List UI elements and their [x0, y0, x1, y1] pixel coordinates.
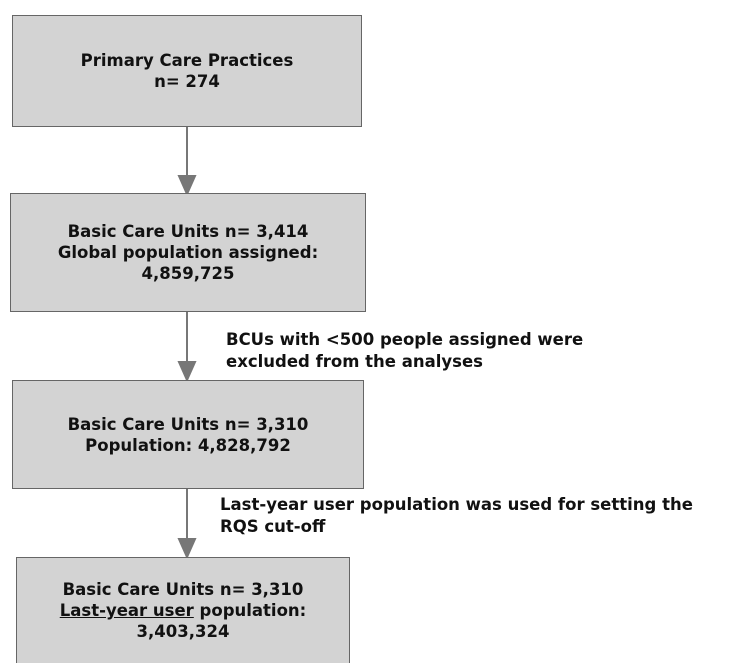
- flow-box: Basic Care Units n= 3,310 Population: 4,…: [12, 380, 364, 489]
- flow-box: Basic Care Units n= 3,310 Last-year user…: [16, 557, 350, 663]
- flow-box: Basic Care Units n= 3,414 Global populat…: [10, 193, 366, 312]
- arrow-head: [177, 361, 197, 383]
- box-line: 3,403,324: [136, 622, 230, 641]
- box-line: Basic Care Units n= 3,310: [62, 580, 304, 599]
- underlined-text: Last-year user: [59, 601, 194, 620]
- note-line: RQS cut-off: [220, 517, 326, 536]
- box-line: Last-year user population:: [60, 600, 307, 621]
- arrow-head: [177, 538, 197, 560]
- note: BCUs with <500 people assigned were excl…: [226, 329, 583, 373]
- arrow-head: [177, 175, 197, 197]
- note-line: BCUs with <500 people assigned were: [226, 330, 584, 349]
- box-line: Basic Care Units n= 3,310: [67, 414, 309, 434]
- note-line: Last-year user population was used for s…: [220, 495, 693, 514]
- box-text: population:: [199, 601, 307, 620]
- box-line: Population: 4,828,792: [85, 435, 291, 455]
- box-line: n= 274: [154, 72, 220, 91]
- flow-box: Primary Care Practices n= 274: [12, 15, 362, 127]
- note-line: excluded from the analyses: [226, 352, 483, 371]
- box-line: Global population assigned:: [57, 243, 319, 262]
- box-line: Primary Care Practices: [80, 51, 294, 70]
- box-line: 4,859,725: [141, 264, 235, 283]
- note: Last-year user population was used for s…: [220, 494, 693, 538]
- box-line: Basic Care Units n= 3,414: [67, 222, 309, 241]
